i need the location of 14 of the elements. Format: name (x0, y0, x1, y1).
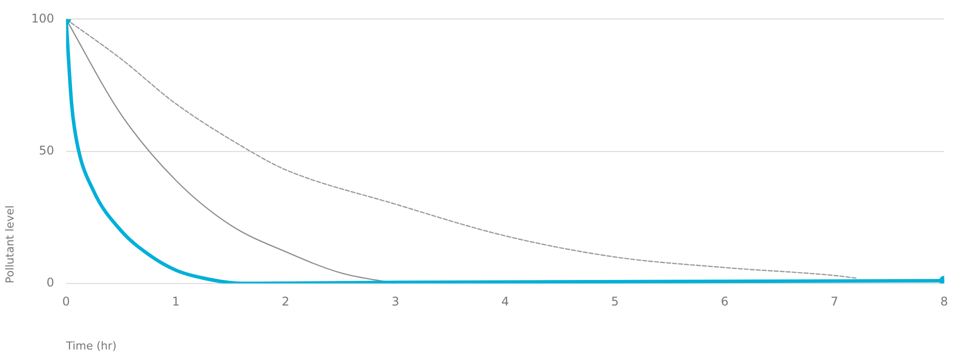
x-tick-label: 0 (62, 294, 70, 309)
y-tick-label: 0 (46, 276, 54, 290)
y-axis-title: Pollutant level (3, 205, 16, 284)
y-tick-label: 50 (38, 143, 54, 158)
x-tick-label: 7 (830, 294, 838, 309)
y-tick-label: 100 (31, 11, 54, 26)
x-tick-label: 5 (611, 294, 619, 309)
x-axis-title: Time (hr) (65, 339, 117, 352)
x-tick-label: 6 (720, 294, 728, 309)
x-tick-label: 4 (501, 294, 509, 309)
x-tick-label: 3 (392, 294, 400, 309)
x-tick-label: 1 (172, 294, 180, 309)
x-tick-label: 2 (282, 294, 290, 309)
x-tick-label: 8 (940, 294, 948, 309)
